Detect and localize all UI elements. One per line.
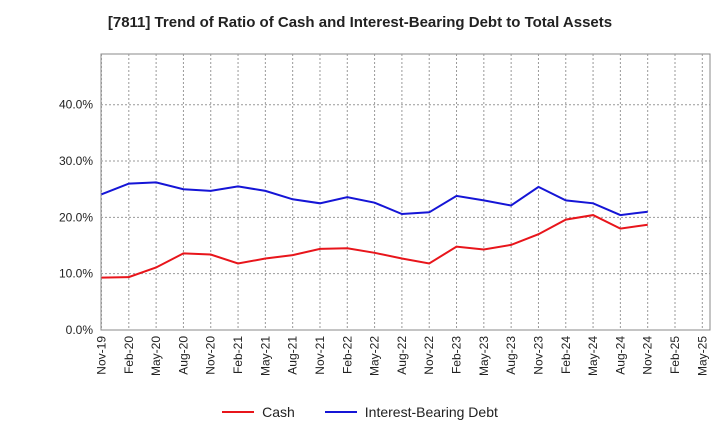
- x-tick-label: Nov-21: [313, 336, 327, 375]
- plot-area: [100, 53, 711, 331]
- y-tick-label: 0.0%: [66, 323, 94, 337]
- legend-label-debt: Interest-Bearing Debt: [364, 404, 498, 420]
- x-tick-label: Feb-21: [231, 336, 245, 374]
- x-tick-label: Aug-23: [504, 336, 518, 375]
- legend-swatch-cash: [222, 411, 255, 413]
- x-tick-label: May-24: [586, 336, 600, 376]
- x-tick-label: May-25: [695, 336, 709, 376]
- series-line-cash: [101, 214, 648, 279]
- x-tick-label: Aug-20: [176, 336, 190, 375]
- x-tick-label: Nov-20: [204, 336, 218, 375]
- x-tick-label: Feb-23: [450, 336, 464, 374]
- chart-title: [7811] Trend of Ratio of Cash and Intere…: [107, 14, 613, 31]
- x-tick-label: Nov-24: [641, 336, 655, 375]
- x-tick-label: May-23: [477, 336, 491, 376]
- x-tick-label: Aug-21: [286, 336, 300, 375]
- y-tick-label: 30.0%: [59, 154, 93, 168]
- x-tick-label: May-20: [149, 336, 163, 376]
- x-tick-label: Nov-23: [531, 336, 545, 375]
- x-tick-label: May-21: [258, 336, 272, 376]
- x-tick-label: Nov-19: [95, 336, 109, 375]
- y-tick-label: 40.0%: [59, 98, 93, 112]
- y-tick-label: 20.0%: [59, 210, 93, 224]
- legend-item-cash: Cash: [222, 404, 295, 420]
- x-tick-label: Feb-22: [340, 336, 354, 374]
- legend-item-debt: Interest-Bearing Debt: [324, 404, 498, 420]
- x-tick-label: Aug-22: [395, 336, 409, 375]
- x-tick-label: Feb-25: [668, 336, 682, 374]
- legend-swatch-debt: [324, 411, 357, 413]
- x-tick-label: Feb-20: [122, 336, 136, 374]
- y-tick-label: 10.0%: [59, 267, 93, 281]
- x-tick-label: Feb-24: [559, 336, 573, 374]
- x-tick-label: Aug-24: [613, 336, 627, 375]
- x-tick-label: Nov-22: [422, 336, 436, 375]
- series-line-debt: [101, 181, 648, 217]
- chart-legend: Cash Interest-Bearing Debt: [0, 404, 720, 420]
- legend-label-cash: Cash: [262, 404, 295, 420]
- x-tick-label: May-22: [368, 336, 382, 376]
